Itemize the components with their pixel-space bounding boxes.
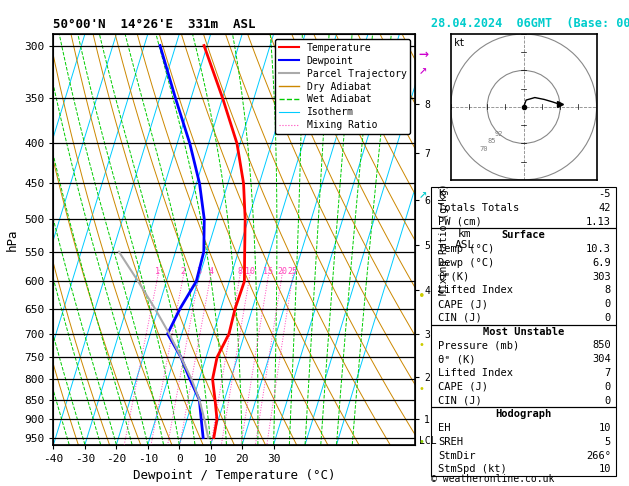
Text: CAPE (J): CAPE (J) [438, 382, 488, 392]
Text: 850: 850 [592, 341, 611, 350]
Text: θᵉ (K): θᵉ (K) [438, 354, 476, 364]
Text: 92: 92 [494, 131, 503, 137]
Text: 8: 8 [604, 285, 611, 295]
Text: ↗: ↗ [418, 188, 426, 201]
Text: 42: 42 [598, 203, 611, 213]
Text: Totals Totals: Totals Totals [438, 203, 520, 213]
Text: 10.3: 10.3 [586, 244, 611, 254]
Text: Mixing Ratio (g/kg): Mixing Ratio (g/kg) [438, 184, 448, 295]
Text: StmDir: StmDir [438, 451, 476, 461]
Text: 266°: 266° [586, 451, 611, 461]
Text: Temp (°C): Temp (°C) [438, 244, 494, 254]
Text: 0: 0 [604, 396, 611, 405]
Text: K: K [438, 189, 445, 199]
X-axis label: Dewpoint / Temperature (°C): Dewpoint / Temperature (°C) [133, 469, 335, 482]
Text: 50°00'N  14°26'E  331m  ASL: 50°00'N 14°26'E 331m ASL [53, 18, 256, 32]
Text: 6.9: 6.9 [592, 258, 611, 268]
Text: 1.13: 1.13 [586, 217, 611, 226]
Text: Surface: Surface [502, 230, 545, 240]
Y-axis label: km
ASL: km ASL [455, 228, 475, 250]
Text: •: • [418, 384, 424, 394]
Text: SREH: SREH [438, 437, 464, 447]
Text: Lifted Index: Lifted Index [438, 368, 513, 378]
Text: Lifted Index: Lifted Index [438, 285, 513, 295]
Text: θᵉ(K): θᵉ(K) [438, 272, 469, 281]
Text: LCL: LCL [419, 436, 437, 446]
Text: CAPE (J): CAPE (J) [438, 299, 488, 309]
Text: Dewp (°C): Dewp (°C) [438, 258, 494, 268]
Bar [431, 228, 616, 325]
Text: 10: 10 [245, 267, 255, 276]
Text: 4: 4 [208, 267, 213, 276]
Text: Pressure (mb): Pressure (mb) [438, 341, 520, 350]
Text: © weatheronline.co.uk: © weatheronline.co.uk [431, 473, 554, 484]
Text: -5: -5 [598, 189, 611, 199]
Text: 85: 85 [487, 139, 496, 144]
Bar [431, 187, 616, 228]
Legend: Temperature, Dewpoint, Parcel Trajectory, Dry Adiabat, Wet Adiabat, Isotherm, Mi: Temperature, Dewpoint, Parcel Trajectory… [276, 39, 410, 134]
Text: kt: kt [454, 38, 465, 49]
Text: 3: 3 [197, 267, 202, 276]
Text: 1: 1 [155, 267, 160, 276]
Bar [431, 407, 616, 476]
Text: Most Unstable: Most Unstable [483, 327, 564, 337]
Text: 8: 8 [238, 267, 243, 276]
Bar [431, 325, 616, 407]
Text: 304: 304 [592, 354, 611, 364]
Text: 10: 10 [598, 465, 611, 474]
Text: •: • [418, 437, 424, 447]
Text: 5: 5 [604, 437, 611, 447]
Text: StmSpd (kt): StmSpd (kt) [438, 465, 507, 474]
Text: →: → [418, 44, 428, 63]
Text: ↗: ↗ [418, 64, 426, 77]
Text: CIN (J): CIN (J) [438, 313, 482, 323]
Text: 0: 0 [604, 299, 611, 309]
Text: PW (cm): PW (cm) [438, 217, 482, 226]
Text: 2: 2 [181, 267, 186, 276]
Text: EH: EH [438, 423, 451, 433]
Text: 70: 70 [480, 146, 488, 152]
Text: 10: 10 [598, 423, 611, 433]
Text: 303: 303 [592, 272, 611, 281]
Text: 25: 25 [287, 267, 298, 276]
Text: 28.04.2024  06GMT  (Base: 00): 28.04.2024 06GMT (Base: 00) [431, 17, 629, 30]
Text: 0: 0 [604, 313, 611, 323]
Y-axis label: hPa: hPa [6, 228, 19, 251]
Text: CIN (J): CIN (J) [438, 396, 482, 405]
Text: 20: 20 [277, 267, 287, 276]
Text: •: • [418, 290, 426, 303]
Text: 0: 0 [604, 382, 611, 392]
Text: Hodograph: Hodograph [496, 409, 552, 419]
Text: 15: 15 [264, 267, 274, 276]
Text: •: • [418, 340, 424, 350]
Text: 7: 7 [604, 368, 611, 378]
